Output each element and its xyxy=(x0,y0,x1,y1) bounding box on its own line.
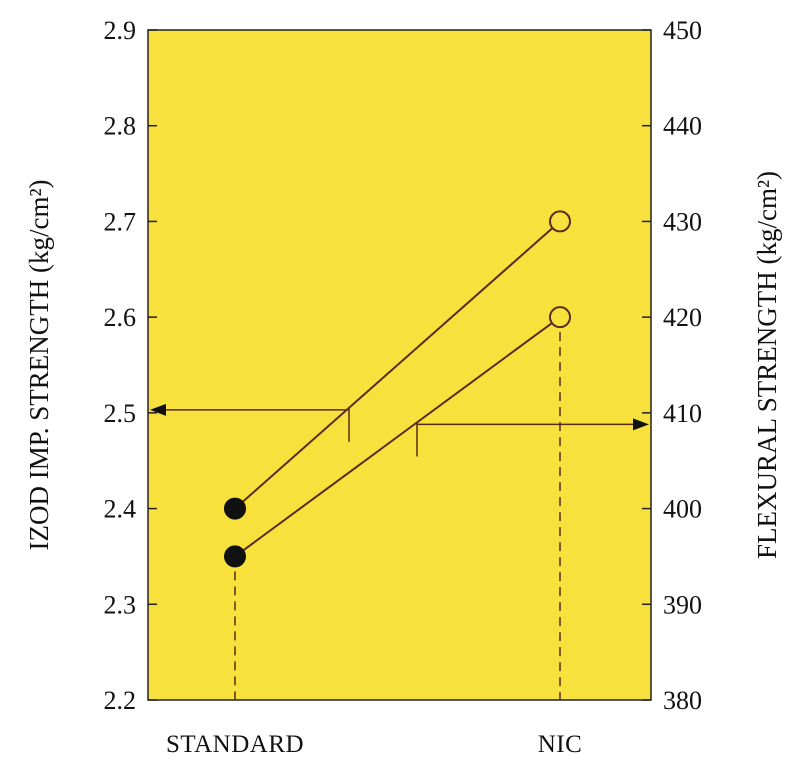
series-2-point-nic xyxy=(549,306,571,329)
series-2-point-standard xyxy=(224,545,246,568)
right-tick-label: 440 xyxy=(663,112,702,141)
left-tick-label: 2.8 xyxy=(104,112,137,141)
series-1-line xyxy=(234,220,561,510)
category-label-standard: STANDARD xyxy=(166,731,304,758)
right-tick-label: 400 xyxy=(663,495,702,524)
left-tick-label: 2.3 xyxy=(104,590,137,619)
left-axis-ticks: 2.2 2.3 2.4 2.5 2.6 2.7 2.8 2.9 xyxy=(104,16,157,715)
right-tick-label: 420 xyxy=(663,303,702,332)
right-tick-label: 380 xyxy=(663,686,702,715)
guide-lines xyxy=(150,317,649,700)
right-axis-pointer-arrowhead xyxy=(633,418,649,431)
left-tick-label: 2.6 xyxy=(104,303,137,332)
left-tick-label: 2.9 xyxy=(104,16,137,45)
left-tick-label: 2.7 xyxy=(104,207,137,236)
right-axis-ticks: 380 390 400 410 420 430 440 450 xyxy=(642,16,702,715)
right-tick-label: 390 xyxy=(663,590,702,619)
category-labels: STANDARD NIC xyxy=(166,731,582,758)
plot-area xyxy=(147,29,652,701)
category-label-nic: NIC xyxy=(538,731,583,758)
series-1-point-standard xyxy=(224,497,246,520)
left-tick-label: 2.2 xyxy=(104,686,137,715)
right-tick-label: 450 xyxy=(663,16,702,45)
right-tick-label: 410 xyxy=(663,399,702,428)
series-group xyxy=(224,210,571,568)
left-tick-label: 2.4 xyxy=(104,495,137,524)
left-axis-title: IZOD IMP. STRENGTH (kg/cm²) xyxy=(24,179,54,550)
series-2-line xyxy=(234,316,561,558)
left-axis-pointer-arrowhead xyxy=(150,403,166,416)
series-1-point-nic xyxy=(549,210,571,233)
right-tick-label: 430 xyxy=(663,207,702,236)
left-tick-label: 2.5 xyxy=(104,399,137,428)
right-axis-title: FLEXURAL STRENGTH (kg/cm²) xyxy=(752,171,782,559)
